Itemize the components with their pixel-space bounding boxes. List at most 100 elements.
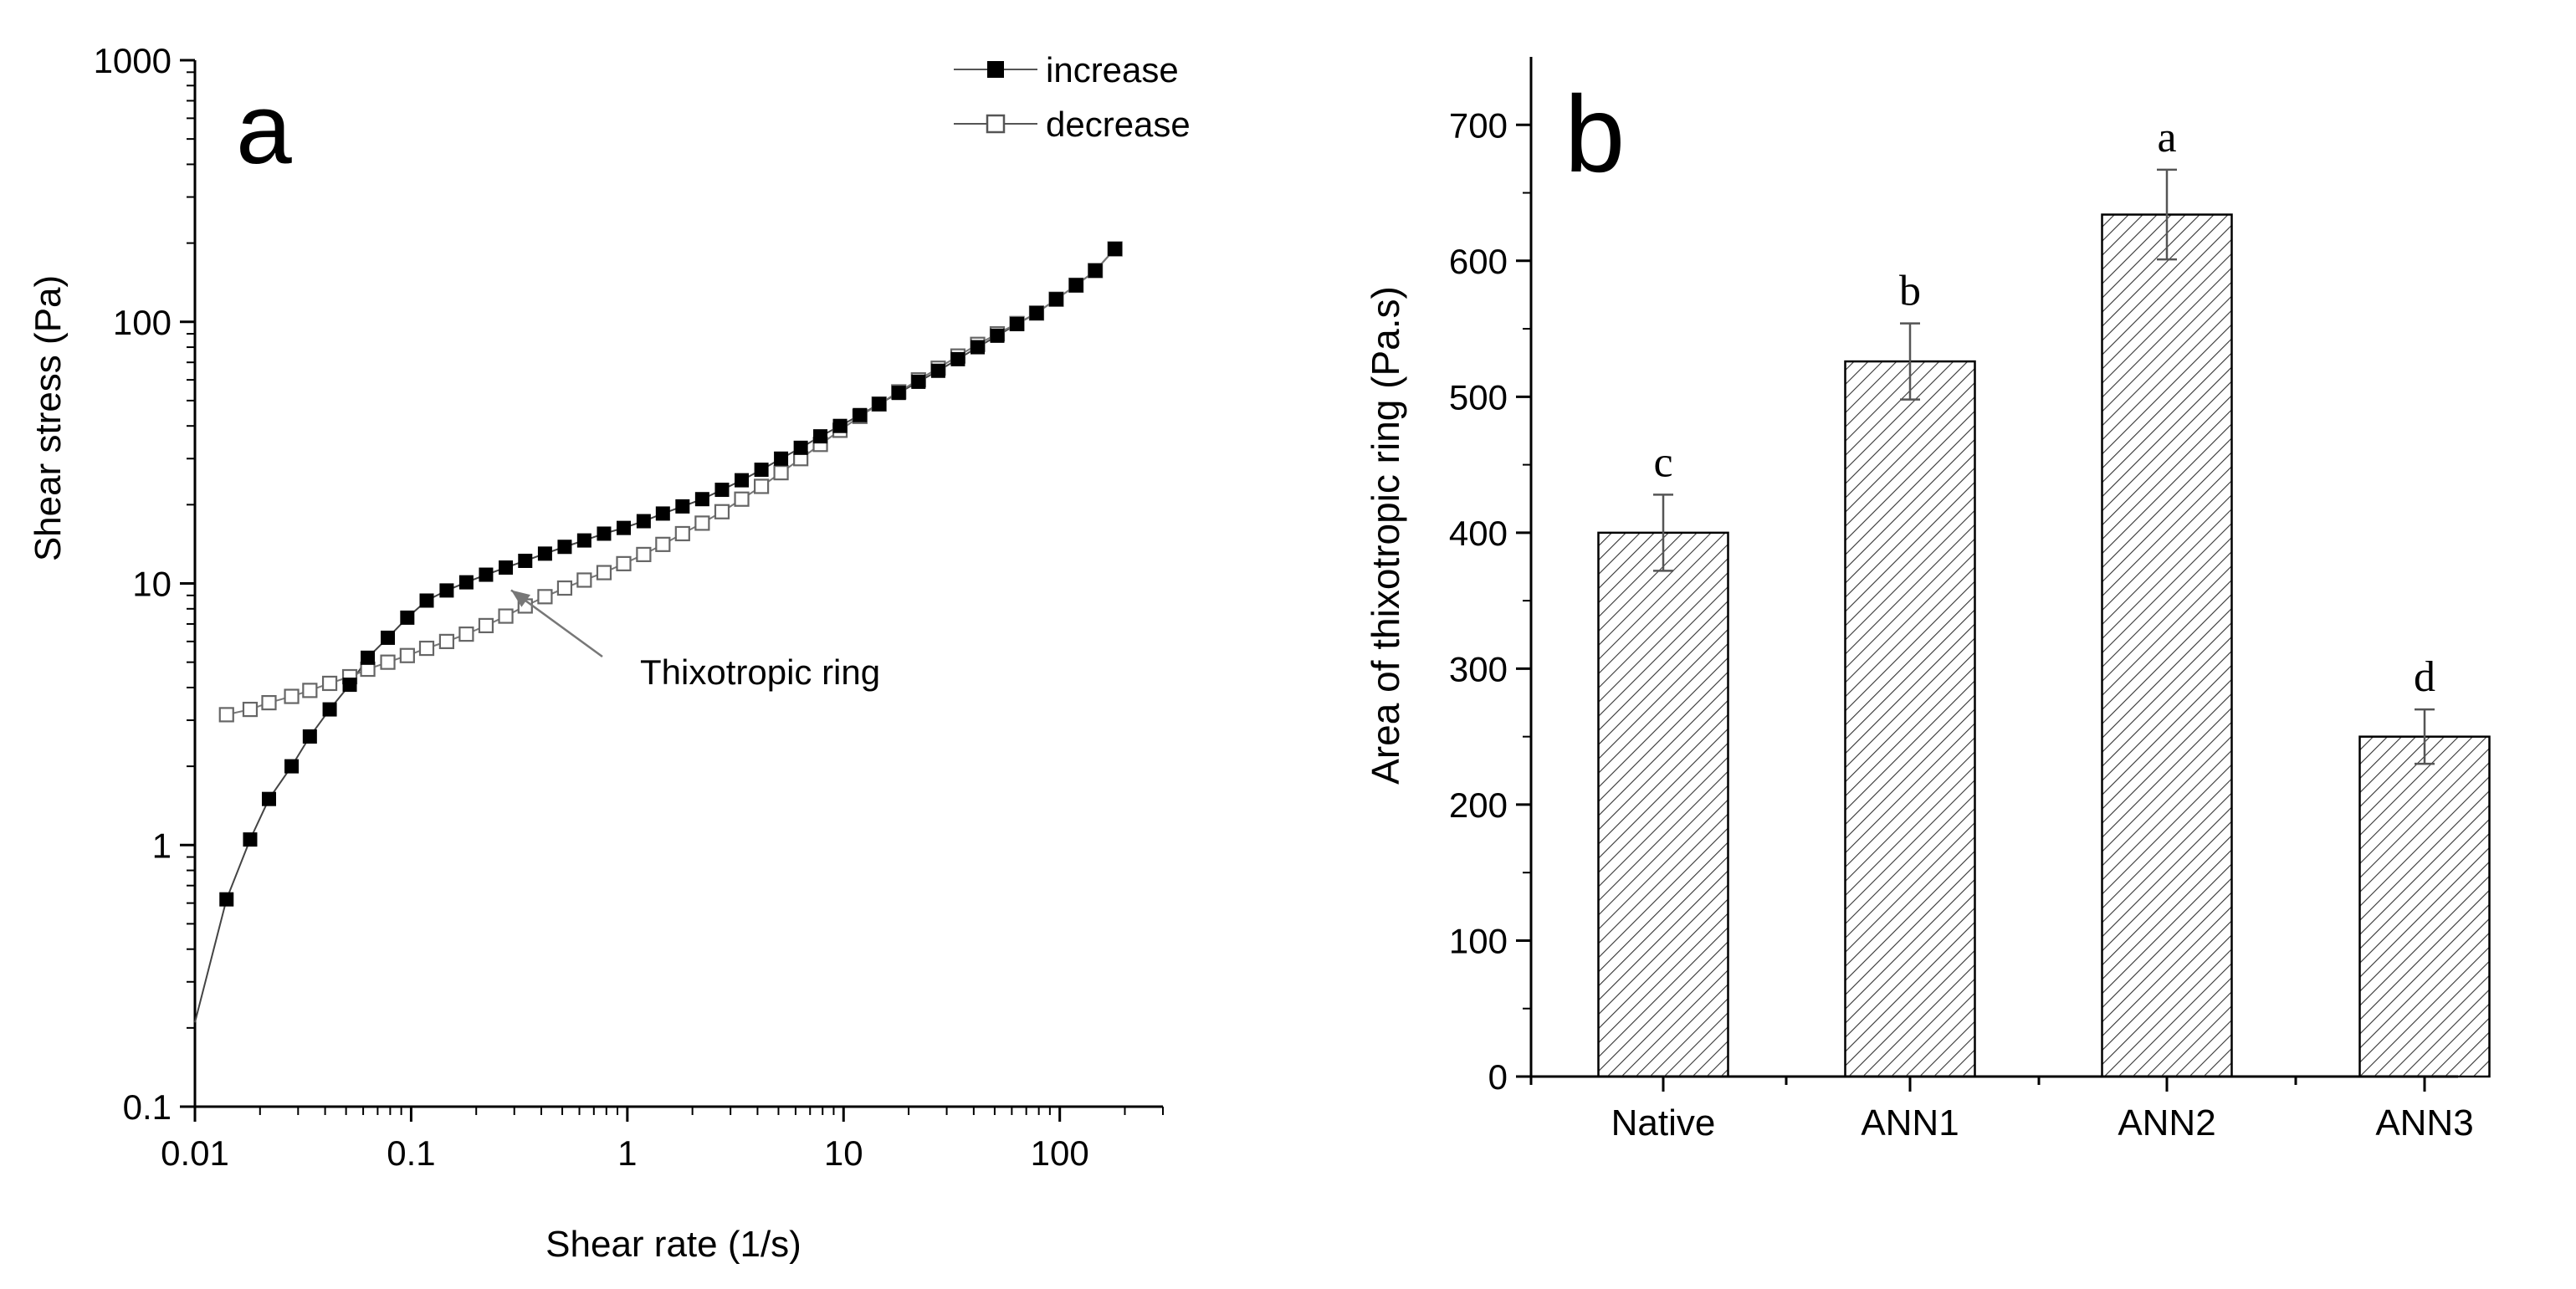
data-point-decrease <box>380 654 396 670</box>
panel-b-y-tick-label: 500 <box>1449 377 1508 417</box>
data-point-increase <box>636 514 651 529</box>
data-point-decrease <box>261 694 277 711</box>
significance-letter-ANN3: d <box>2414 653 2435 701</box>
data-point-decrease <box>498 608 514 624</box>
panel-a-label: a <box>236 73 292 185</box>
panel-b-y-tick-label: 0 <box>1488 1057 1508 1097</box>
data-point-increase <box>219 892 234 907</box>
data-point-increase <box>754 463 769 478</box>
data-point-decrease <box>773 465 789 481</box>
legend-decrease-label: decrease <box>1046 105 1191 144</box>
data-point-decrease <box>655 536 671 552</box>
category-label-Native: Native <box>1611 1102 1716 1143</box>
data-point-increase <box>243 832 258 847</box>
data-point-increase <box>872 396 887 412</box>
significance-letter-ANN2: a <box>2157 114 2176 161</box>
data-point-increase <box>537 546 552 561</box>
panel-a-x-tick-label: 10 <box>824 1133 863 1173</box>
data-point-decrease <box>242 701 259 718</box>
data-point-decrease <box>418 640 435 657</box>
panel-a-x-tick-label: 0.01 <box>161 1133 229 1173</box>
legend-decrease-marker <box>986 114 1006 134</box>
panel-a-ticks: 0.01 0.1 1 10 100 0.1 1 10 100 1000 <box>94 41 1164 1173</box>
data-point-increase <box>439 583 454 598</box>
bar-ANN1 <box>1844 360 1976 1078</box>
data-point-increase <box>419 593 434 608</box>
panel-b-y-tick-label: 700 <box>1449 105 1508 145</box>
data-point-decrease <box>616 555 632 571</box>
data-point-increase <box>261 791 276 806</box>
panel-a-legend: increase decrease <box>954 50 1191 144</box>
data-point-increase <box>950 351 965 366</box>
panel-b-ticks: 0 100 200 300 400 500 600 700 <box>1449 105 2426 1097</box>
data-point-increase <box>793 440 808 455</box>
panel-b-label: b <box>1565 73 1625 195</box>
data-point-increase <box>597 526 612 541</box>
data-point-increase <box>1108 242 1123 257</box>
data-point-decrease <box>734 491 750 507</box>
data-point-decrease <box>321 675 338 692</box>
data-point-decrease <box>218 707 234 723</box>
category-label-ANN2: ANN2 <box>2118 1102 2215 1143</box>
series-line-increase <box>194 248 1116 1023</box>
data-point-increase <box>458 575 474 590</box>
data-point-increase <box>342 678 357 693</box>
panel-a-y-tick-label: 1 <box>152 826 172 865</box>
data-point-increase <box>1068 278 1083 293</box>
data-point-increase <box>990 328 1005 343</box>
data-point-increase <box>361 650 376 665</box>
data-point-increase <box>813 429 828 444</box>
data-point-increase <box>518 553 533 568</box>
panel-a-y-axis-label: Shear stress (Pa) <box>28 275 69 561</box>
panel-a-x-axis-label: Shear rate (1/s) <box>545 1224 801 1265</box>
data-point-increase <box>1088 263 1103 278</box>
data-point-increase <box>381 630 396 645</box>
data-point-increase <box>322 702 337 717</box>
data-point-decrease <box>596 565 612 581</box>
panel-a-x-tick-label: 0.1 <box>387 1133 435 1173</box>
data-point-decrease <box>636 546 652 563</box>
panel-a-y-tick-label: 0.1 <box>123 1087 172 1127</box>
panel-b-y-axis-label: Area of thixotropic ring (Pa.s) <box>1364 286 1407 785</box>
data-point-decrease <box>399 647 415 663</box>
data-point-increase <box>774 451 789 466</box>
data-point-increase <box>302 729 317 744</box>
data-point-increase <box>911 374 926 389</box>
data-point-increase <box>617 520 632 535</box>
panel-a-annotation: Thixotropic ring <box>510 589 880 692</box>
significance-letter-Native: c <box>1653 438 1672 486</box>
panel-b-bars: c Native b ANN1 a ANN2 d ANN3 <box>1597 114 2491 1143</box>
data-point-increase <box>400 610 415 625</box>
bar-Native <box>1597 531 1729 1078</box>
data-point-decrease <box>694 515 710 531</box>
data-point-decrease <box>478 617 494 633</box>
annotation-text: Thixotropic ring <box>640 652 880 692</box>
data-point-increase <box>832 418 848 433</box>
panel-a-y-tick-label: 10 <box>132 565 172 604</box>
panel-a-y-tick-label: 100 <box>113 303 172 342</box>
data-point-increase <box>1029 305 1044 320</box>
data-point-increase <box>694 492 709 507</box>
data-point-decrease <box>537 589 553 605</box>
panel-b-bar-chart: 0 100 200 300 400 500 600 700 c Native b ANN1 a ANN2… <box>1364 57 2491 1143</box>
annotation-arrow-head <box>510 590 530 607</box>
legend-increase-label: increase <box>1046 50 1179 90</box>
data-point-decrease <box>754 478 770 494</box>
panel-a-log-chart: 0.01 0.1 1 10 100 0.1 1 10 100 1000 Thixotropic r… <box>28 41 1191 1265</box>
panel-a-series-lines <box>194 248 1116 1023</box>
data-point-increase <box>930 363 945 378</box>
data-point-increase <box>655 506 670 521</box>
bar-ANN2 <box>2101 213 2233 1078</box>
panel-b-y-tick-label: 100 <box>1449 921 1508 960</box>
panel-b-y-tick-label: 600 <box>1449 242 1508 281</box>
panel-b-y-tick-label: 200 <box>1449 785 1508 825</box>
significance-letter-ANN1: b <box>1899 268 1921 315</box>
panel-a-axes <box>193 60 1163 1108</box>
panel-a-data-points <box>218 241 1123 907</box>
data-point-increase <box>853 407 868 422</box>
data-point-decrease <box>438 633 454 649</box>
data-point-decrease <box>576 572 592 588</box>
data-point-increase <box>1048 292 1063 307</box>
data-point-increase <box>1010 316 1025 331</box>
